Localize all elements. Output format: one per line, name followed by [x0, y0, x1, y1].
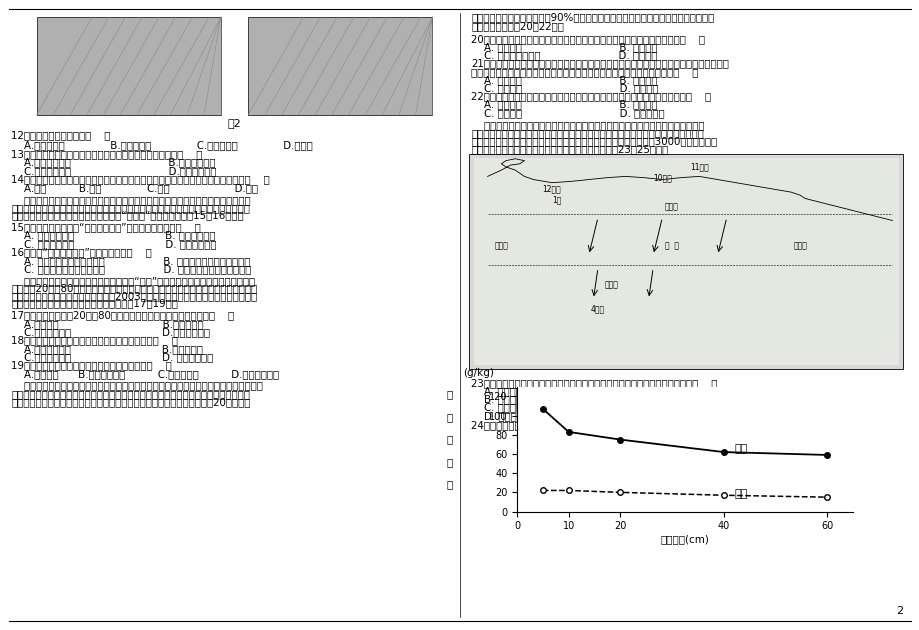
Text: 度: 度: [447, 479, 452, 489]
Text: 14、图示常绿灌木成为我国很多城市的景观植物，制约其栽种范围的主要自然因素是（    ）: 14、图示常绿灌木成为我国很多城市的景观植物，制约其栽种范围的主要自然因素是（ …: [11, 175, 269, 185]
Text: 坡向土壤有机碳浓度随土层深度的变化。据此完成下面23～25小题。: 坡向土壤有机碳浓度随土层深度的变化。据此完成下面23～25小题。: [471, 144, 667, 154]
Text: 南坡: 南坡: [733, 490, 746, 500]
Text: 有机碳差异的主要地形因素。下图示意祁连山中段森林草原带（海拔3000米附近）不同: 有机碳差异的主要地形因素。下图示意祁连山中段森林草原带（海拔3000米附近）不同: [471, 136, 717, 146]
Text: C. 天敌捕杀                              D. 农业除草剂: C. 天敌捕杀 D. 农业除草剂: [471, 108, 664, 118]
Text: 4月初: 4月初: [590, 304, 605, 313]
Text: A.气温          B.降水              C.光照                    D.土壤: A.气温 B.降水 C.光照 D.土壤: [11, 183, 257, 193]
Text: D. 北坡土壤有机碳浓度变化幅度比南坡小: D. 北坡土壤有机碳浓度变化幅度比南坡小: [471, 411, 602, 421]
FancyBboxPatch shape: [248, 17, 432, 115]
Text: 1月: 1月: [551, 196, 561, 205]
Text: 12月底: 12月底: [542, 185, 561, 193]
Text: 图2: 图2: [228, 118, 241, 128]
Text: 美  国: 美 国: [664, 241, 678, 250]
Text: C. 温带落叶阔叶林                        D. 高山植被: C. 温带落叶阔叶林 D. 高山植被: [471, 50, 657, 60]
Text: 返于加拿大、美国和墨西哥三国，距离数千公里，四代接力又无反顾。但近20年间，整: 返于加拿大、美国和墨西哥三国，距离数千公里，四代接力又无反顾。但近20年间，整: [11, 397, 250, 407]
Text: 墨西哥: 墨西哥: [604, 280, 618, 289]
Text: A.市场广阔                                B.原材料充足: A.市场广阔 B.原材料充足: [11, 319, 203, 329]
Text: 12、当地的自然植被属于（    ）: 12、当地的自然植被属于（ ）: [11, 130, 110, 140]
Text: 23、关于祁连山南、北坡土壤有机碳浓度随土层深度变化的特点，解析正确的是（    ）: 23、关于祁连山南、北坡土壤有机碳浓度随土层深度变化的特点，解析正确的是（ ）: [471, 378, 717, 388]
Text: 物并散发刺激气味）是帝王蝶幼虫的唯一食物，冬季主要栖息在墨西哥森林，每年迁徙往: 物并散发刺激气味）是帝王蝶幼虫的唯一食物，冬季主要栖息在墨西哥森林，每年迁徙往: [11, 389, 250, 399]
Text: C.景观规划不同                              D.行政管辖不同: C.景观规划不同 D.行政管辖不同: [11, 166, 216, 176]
Text: 机: 机: [447, 412, 452, 421]
Text: 有: 有: [447, 389, 452, 399]
Text: A.资金充足      B.劳动力成本低          C.产业基础好          D.交通运输便捷: A.资金充足 B.劳动力成本低 C.产业基础好 D.交通运输便捷: [11, 369, 278, 379]
Text: A. 建设经验丰富                            B. 建设成本低廉: A. 建设经验丰富 B. 建设成本低廉: [11, 231, 215, 241]
Text: A.产业结构调整                            B.原产料枯竭: A.产业结构调整 B.原产料枯竭: [11, 344, 203, 354]
Text: 17、与景德镇相比，20世纪80年代佛山瓷业迅速发展的主要原因是（    ）: 17、与景德镇相比，20世纪80年代佛山瓷业迅速发展的主要原因是（ ）: [11, 310, 234, 320]
Text: A.常绿阔叶林              B.落叶阔叶林              C.常绿硬叶林              D.针叶林: A.常绿阔叶林 B.落叶阔叶林 C.常绿硬叶林 D.针叶林: [11, 140, 312, 150]
Text: 送距离最长的直流输电工程，也是中国国家电网在海外首个独立投资、建设和运营的特高: 送距离最长的直流输电工程，也是中国国家电网在海外首个独立投资、建设和运营的特高: [11, 203, 250, 213]
Text: 太平洋: 太平洋: [494, 241, 508, 250]
Text: C. 喜热耐旱                              D. 耐寒耐旱: C. 喜热耐旱 D. 耐寒耐旱: [471, 83, 658, 93]
Text: 19、景德镇吸引佛山陶瓷产业转移的主要优势是（    ）: 19、景德镇吸引佛山陶瓷产业转移的主要优势是（ ）: [11, 360, 172, 370]
Text: C.市场需求减小                            D. 企业竞争加剧: C.市场需求减小 D. 企业竞争加剧: [11, 352, 213, 362]
Text: A. 森林砍伐                              B. 气候异常: A. 森林砍伐 B. 气候异常: [471, 100, 657, 110]
Text: C. 减轻东南部地区环境污染                  D. 加强北部与东南部文化交流: C. 减轻东南部地区环境污染 D. 加强北部与东南部文化交流: [11, 264, 251, 274]
Text: 加拿大: 加拿大: [664, 202, 678, 211]
Text: 15、我国援助巴西建设“电力高速公路”的主要优势条件是（    ）: 15、我国援助巴西建设“电力高速公路”的主要优势条件是（ ）: [11, 222, 200, 232]
Text: 帝王蝶大迁徙是自然界最令人惊奇的过境现象之一，它们产自北美洲，乳草（一种有毒植: 帝王蝶大迁徙是自然界最令人惊奇的过境现象之一，它们产自北美洲，乳草（一种有毒植: [11, 381, 263, 391]
Text: 18、促使佛山陶瓷产业向外转移的主要原因是佛山（    ）: 18、促使佛山陶瓷产业向外转移的主要原因是佛山（ ）: [11, 335, 177, 345]
X-axis label: 土层深度(cm): 土层深度(cm): [660, 534, 709, 544]
Text: A. 均随土壤深度增加而增加: A. 均随土壤深度增加而增加: [471, 386, 564, 396]
FancyBboxPatch shape: [469, 154, 902, 369]
Text: 16、巴西“电力高速公路”的建设，能够（    ）: 16、巴西“电力高速公路”的建设，能够（ ）: [11, 247, 152, 257]
Text: A. 喜湿喜热                              B. 耐寒喜湿: A. 喜湿喜热 B. 耐寒喜湿: [471, 75, 657, 85]
Text: 大西洋: 大西洋: [792, 241, 807, 250]
Text: A. 热带草原                              B. 温带草原: A. 热带草原 B. 温带草原: [471, 42, 657, 52]
Text: 2: 2: [895, 606, 902, 616]
Text: 复计划，读图完成20～22题。: 复计划，读图完成20～22题。: [471, 21, 563, 31]
Text: 20、加拿大西部的帝王蝴在两个多月的南迁过程中，不会经历的自然景观是（    ）: 20、加拿大西部的帝王蝴在两个多月的南迁过程中，不会经历的自然景观是（ ）: [471, 34, 704, 44]
FancyBboxPatch shape: [473, 158, 898, 365]
Text: C. 劳动力较丰富                            D. 用电市场广阔: C. 劳动力较丰富 D. 用电市场广阔: [11, 239, 216, 249]
Text: 浓: 浓: [447, 457, 452, 467]
Text: 土壤有机碳浓度是指单位质量土壤中有机质所含碳元素的质量，与土壤有机质含量: 土壤有机碳浓度是指单位质量土壤中有机质所含碳元素的质量，与土壤有机质含量: [471, 120, 704, 130]
Text: 北坡: 北坡: [733, 444, 746, 454]
Text: B. 北坡土壤有机碳浓度变化幅度比南坡大: B. 北坡土壤有机碳浓度变化幅度比南坡大: [471, 394, 601, 404]
Text: A. 提高东南部对外开放程度                  B. 改善亚马孙河流域生态状况: A. 提高东南部对外开放程度 B. 改善亚马孙河流域生态状况: [11, 256, 250, 266]
Text: A.用地类型差异                              B.居民爱好差异: A.用地类型差异 B.居民爱好差异: [11, 158, 215, 168]
Text: C. 随土壤深度增加，南北坡有机碳浓度差值增大: C. 随土壤深度增加，南北坡有机碳浓度差值增大: [471, 403, 619, 413]
Text: 美丽山二期输电工程将亚马孙河北部的清洁水电输送至巴西东南部，是目前世界上输: 美丽山二期输电工程将亚马孙河北部的清洁水电输送至巴西东南部，是目前世界上输: [11, 195, 250, 205]
Text: C.劳动力素质高                            D.国家政策倾斜: C.劳动力素质高 D.国家政策倾斜: [11, 327, 210, 337]
Text: (g/kg): (g/kg): [463, 368, 494, 378]
Text: 陶瓷产业向景德镇等陶瓷产地转移。据此完成17～19题。: 陶瓷产业向景德镇等陶瓷产地转移。据此完成17～19题。: [11, 299, 177, 309]
FancyBboxPatch shape: [37, 17, 221, 115]
Text: 呈正相关。土壤温度和水分影响土壤有机质的形成与分解。坡向、坡位是影响坡面土壤: 呈正相关。土壤温度和水分影响土壤有机质的形成与分解。坡向、坡位是影响坡面土壤: [471, 128, 703, 138]
Text: 22、结合材料，推测下列与帝王蝴种群数量近年来快速下降关系不大的因素是（    ）: 22、结合材料，推测下列与帝王蝴种群数量近年来快速下降关系不大的因素是（ ）: [471, 91, 710, 101]
Text: 13、造成图示绿化隔离带景观差异的原因可能是该街道两侧（    ）: 13、造成图示绿化隔离带景观差异的原因可能是该街道两侧（ ）: [11, 149, 202, 159]
Text: 碳: 碳: [447, 434, 452, 444]
Text: 10月初: 10月初: [652, 173, 671, 182]
Text: 21、帝王蝴进食与繁殖离不开不开乳草（原产于西印度群岛的一种植物），美加政府也一直大: 21、帝王蝴进食与繁殖离不开不开乳草（原产于西印度群岛的一种植物），美加政府也一…: [471, 59, 728, 69]
Text: 个北美大陆帝王蝶数量下降了90%，引起科学家和环保组织的高度重视，并采取种群恢: 个北美大陆帝王蝶数量下降了90%，引起科学家和环保组织的高度重视，并采取种群恢: [471, 13, 713, 23]
Text: 为全国乃至世界最大的陶瓷生产基地，2003年，佛山陶瓷主产区被划入中心城区范围，: 为全国乃至世界最大的陶瓷生产基地，2003年，佛山陶瓷主产区被划入中心城区范围，: [11, 291, 257, 301]
Text: 24、同一土层深度，南坡土壤有机碳浓度比北坡小的原因是南坡（    ）: 24、同一土层深度，南坡土壤有机碳浓度比北坡小的原因是南坡（ ）: [471, 420, 674, 430]
Text: 我国是世界闻名的陶瓷古国，明清时期，“瓷都”景德镇是全国的瓷业中心，产品远销: 我国是世界闻名的陶瓷古国，明清时期，“瓷都”景德镇是全国的瓷业中心，产品远销: [11, 276, 255, 286]
Text: 11月底: 11月底: [689, 163, 708, 171]
Text: 海内外，20世纪80年代初，广东省佛山市率先引进国外现代化陶瓷生产线，逐步发展成: 海内外，20世纪80年代初，广东省佛山市率先引进国外现代化陶瓷生产线，逐步发展成: [11, 284, 257, 294]
Text: 大种植乳草了，为帝王蝴创造优越的生存环境，据此推断乳草的生长习性是（    ）: 大种植乳草了，为帝王蝴创造优越的生存环境，据此推断乳草的生长习性是（ ）: [471, 67, 698, 77]
Text: 压输电项目，更是中国标准在海外的一张“全名片”，据此完成下面15～16小题。: 压输电项目，更是中国标准在海外的一张“全名片”，据此完成下面15～16小题。: [11, 210, 244, 220]
